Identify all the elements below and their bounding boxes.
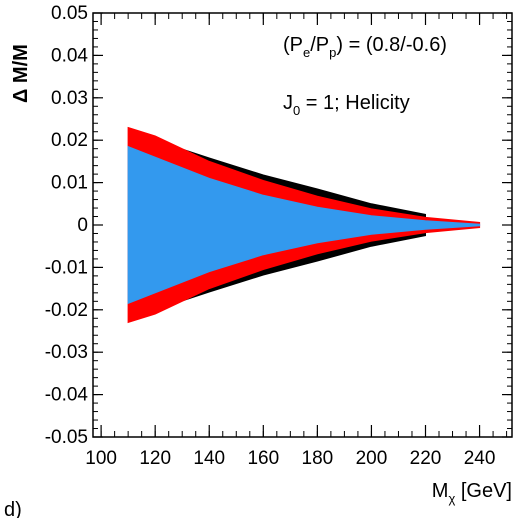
polarization-annotation: (Pe/Pp) = (0.8/-0.6) <box>283 34 447 60</box>
annotation-part: = 1; Helicity <box>300 92 409 114</box>
y-tick-label: -0.01 <box>45 257 88 278</box>
panel-label: d) <box>4 499 22 518</box>
spin-annotation: J0 = 1; Helicity <box>283 92 410 118</box>
x-axis-title: Mχ [GeV] <box>432 480 512 506</box>
x-tick-labels: 100 120 140 160 180 200 220 240 <box>85 448 495 469</box>
x-tick-label: 240 <box>464 448 496 469</box>
y-tick-label: -0.05 <box>45 427 88 448</box>
x-axis-title-subscript: χ <box>448 491 455 506</box>
y-tick-label: -0.03 <box>45 342 88 363</box>
annotation-part: (P <box>283 34 303 56</box>
y-axis-title: Δ M/M <box>10 44 32 103</box>
y-tick-label: -0.02 <box>45 300 88 321</box>
annotation-part: 0 <box>293 103 300 118</box>
annotation-part: J <box>283 92 293 114</box>
band-2 <box>127 145 481 305</box>
y-tick-label: -0.04 <box>45 385 89 406</box>
annotation-part: e <box>303 45 310 60</box>
y-tick-label: 0.02 <box>51 130 88 151</box>
x-tick-label: 160 <box>247 448 279 469</box>
x-axis-title-unit: [GeV] <box>455 480 512 502</box>
x-tick-label: 140 <box>193 448 225 469</box>
x-tick-label: 180 <box>302 448 334 469</box>
x-axis-title-main: M <box>432 480 449 502</box>
bands <box>127 126 481 324</box>
annotation-part: p <box>329 45 336 60</box>
y-tick-label: 0.03 <box>51 88 88 109</box>
y-tick-label: 0 <box>77 215 88 236</box>
y-tick-label: 0.04 <box>51 45 88 66</box>
x-tick-label: 220 <box>410 448 442 469</box>
y-tick-labels: 0.05 0.04 0.03 0.02 0.01 0 -0.01 -0.02 -0.03 -0.0… <box>45 3 89 448</box>
x-tick-label: 120 <box>139 448 171 469</box>
y-tick-label: 0.01 <box>51 173 88 194</box>
annotation-part: ) = (0.8/-0.6) <box>336 34 447 56</box>
axis-ticks <box>93 12 512 438</box>
annotation-part: /P <box>310 34 329 56</box>
x-tick-label: 100 <box>85 448 117 469</box>
y-tick-label: 0.05 <box>51 3 88 24</box>
x-tick-label: 200 <box>356 448 388 469</box>
